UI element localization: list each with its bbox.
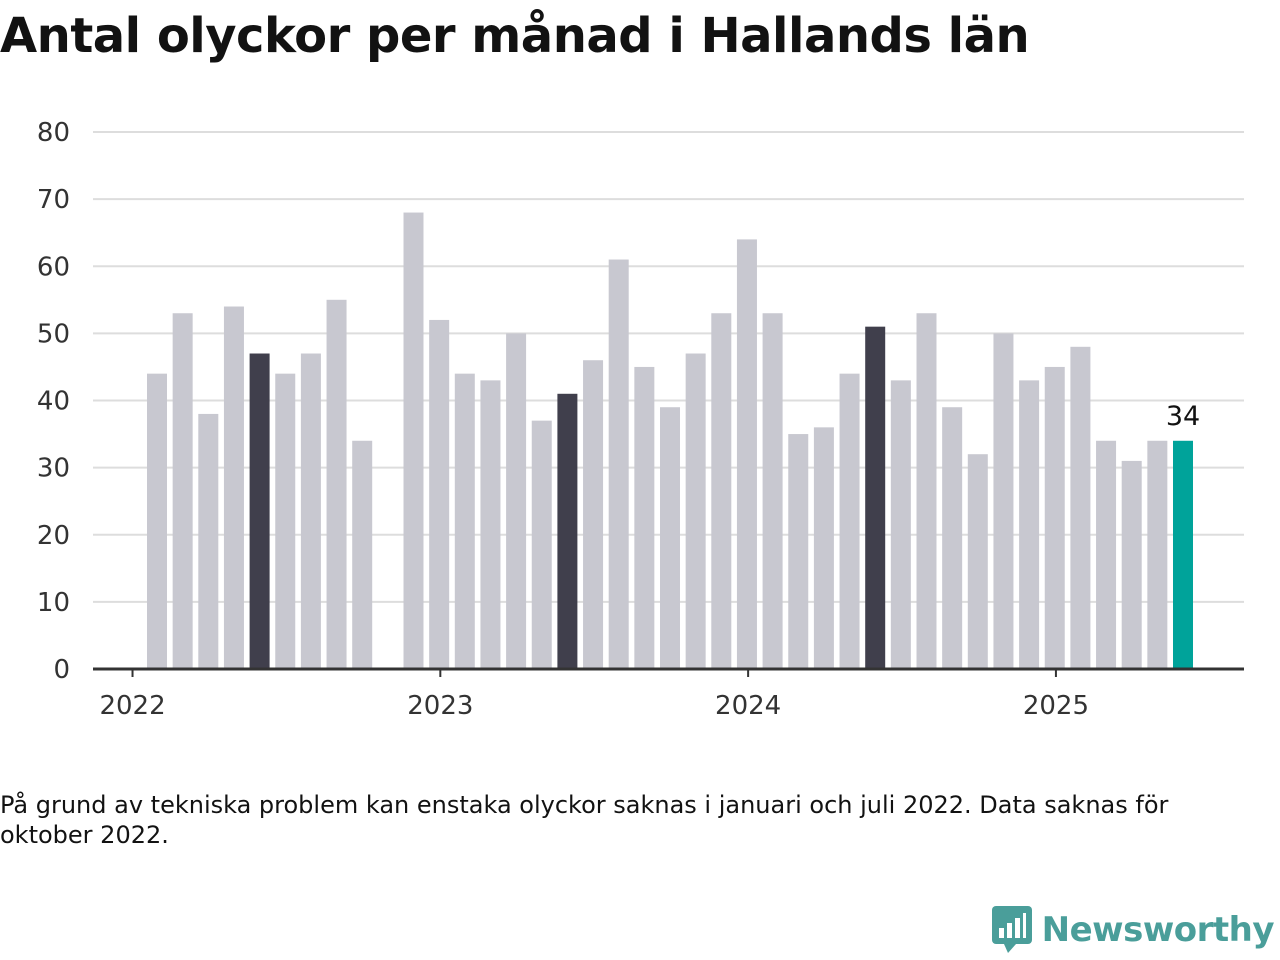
bar: [583, 360, 604, 669]
y-tick-label: 60: [37, 252, 70, 282]
bar: [993, 333, 1014, 669]
x-axis-ticks: 2022 2023 2024 2025: [99, 669, 1089, 721]
y-tick-label: 40: [37, 387, 70, 417]
bar-latest: [1173, 440, 1193, 669]
bar: [634, 366, 655, 669]
bar: [942, 407, 963, 669]
bar: [711, 313, 732, 669]
chart-title: Antal olyckor per månad i Hallands län: [0, 8, 1030, 64]
bar: [1044, 366, 1065, 669]
y-tick-label: 0: [53, 655, 70, 685]
bar: [967, 454, 988, 669]
bar: [275, 373, 296, 669]
bar: [172, 313, 193, 669]
bar: [736, 239, 757, 669]
bar: [300, 353, 321, 669]
y-tick-label: 30: [37, 454, 70, 484]
bar: [147, 373, 167, 669]
y-tick-label: 70: [37, 185, 70, 215]
bar: [1121, 460, 1142, 669]
bar: [608, 259, 629, 669]
y-tick-label: 10: [37, 588, 70, 618]
newsworthy-logo-icon: [991, 906, 1032, 953]
brand-name: Newsworthy: [1041, 910, 1275, 950]
y-tick-label: 20: [37, 521, 70, 551]
bar: [1147, 440, 1168, 669]
bar: [326, 299, 347, 669]
bar: [403, 212, 424, 670]
y-tick-label: 50: [37, 319, 70, 349]
bar: [839, 373, 860, 669]
bar: [1096, 440, 1117, 669]
bar: [352, 440, 373, 669]
x-tick-label: 2023: [407, 691, 473, 721]
bar: [685, 353, 706, 669]
bar: [1019, 380, 1040, 669]
bar-chart: 0 10 20 30 40 50 60 70 80 2022 2023 2024 2025 34: [37, 118, 1244, 721]
bar: [1070, 346, 1091, 669]
bar: [813, 427, 834, 669]
y-axis-ticks: 0 10 20 30 40 50 60 70 80: [37, 118, 70, 685]
x-tick-label: 2022: [99, 691, 165, 721]
latest-value-label: 34: [1166, 401, 1200, 432]
bar: [531, 420, 552, 669]
bar: [788, 434, 809, 669]
bar: [916, 313, 937, 669]
bars: [147, 212, 1193, 670]
bar-highlighted: [249, 353, 270, 669]
bar-highlighted: [557, 393, 578, 669]
y-tick-label: 80: [37, 118, 70, 148]
bar: [506, 333, 527, 669]
x-tick-label: 2025: [1023, 691, 1089, 721]
bar: [762, 313, 783, 669]
bar: [890, 380, 911, 669]
bar: [198, 413, 219, 669]
bar: [480, 380, 501, 669]
bar: [660, 407, 680, 669]
data-labels: 34: [1166, 401, 1200, 432]
bar: [454, 373, 475, 669]
bar-highlighted: [865, 326, 886, 669]
brand-logo: Newsworthy: [991, 906, 1275, 954]
x-tick-label: 2024: [715, 691, 781, 721]
footnote: På grund av tekniska problem kan enstaka…: [0, 791, 1169, 849]
bar: [429, 319, 450, 669]
bar: [223, 306, 244, 669]
